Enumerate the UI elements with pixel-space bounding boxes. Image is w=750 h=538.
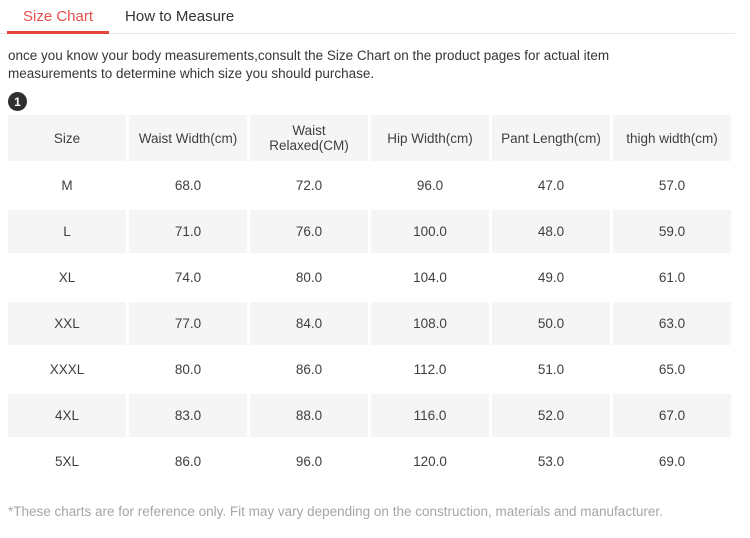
size-cell: XXL [8,302,126,345]
table-row: L 71.0 76.0 100.0 48.0 59.0 [8,210,731,253]
size-cell: M [8,164,126,207]
size-table-header: Size Waist Width(cm) Waist Relaxed(CM) Hip … [8,115,731,161]
value-cell: 49.0 [492,256,610,299]
column-header: Size [8,115,126,161]
size-cell: 5XL [8,440,126,483]
table-row: M 68.0 72.0 96.0 47.0 57.0 [8,164,731,207]
value-cell: 80.0 [250,256,368,299]
size-table-body: M 68.0 72.0 96.0 47.0 57.0 L 71.0 76.0 100.0 48.0 5… [8,164,731,483]
value-cell: 74.0 [129,256,247,299]
value-cell: 77.0 [129,302,247,345]
tab-bar: Size Chart How to Measure [0,0,735,34]
value-cell: 51.0 [492,348,610,391]
size-cell: XL [8,256,126,299]
value-cell: 65.0 [613,348,731,391]
value-cell: 112.0 [371,348,489,391]
size-chart-panel: Size Chart How to Measure once you know … [0,0,735,519]
disclaimer-text: *These charts are for reference only. Fi… [8,504,663,519]
value-cell: 57.0 [613,164,731,207]
value-cell: 72.0 [250,164,368,207]
value-cell: 67.0 [613,394,731,437]
value-cell: 47.0 [492,164,610,207]
column-header: Pant Length(cm) [492,115,610,161]
value-cell: 120.0 [371,440,489,483]
intro-text: once you know your body measurements,con… [8,48,610,81]
value-cell: 69.0 [613,440,731,483]
chart-number-badge: 1 [8,92,27,111]
value-cell: 104.0 [371,256,489,299]
value-cell: 68.0 [129,164,247,207]
value-cell: 71.0 [129,210,247,253]
value-cell: 50.0 [492,302,610,345]
tab-size-chart[interactable]: Size Chart [7,0,110,34]
table-row: 5XL 86.0 96.0 120.0 53.0 69.0 [8,440,731,483]
value-cell: 80.0 [129,348,247,391]
value-cell: 61.0 [613,256,731,299]
value-cell: 63.0 [613,302,731,345]
value-cell: 86.0 [250,348,368,391]
table-row: XXL 77.0 84.0 108.0 50.0 63.0 [8,302,731,345]
size-cell: 4XL [8,394,126,437]
size-cell: L [8,210,126,253]
value-cell: 52.0 [492,394,610,437]
table-row: XL 74.0 80.0 104.0 49.0 61.0 [8,256,731,299]
value-cell: 86.0 [129,440,247,483]
column-header: thigh width(cm) [613,115,731,161]
value-cell: 96.0 [371,164,489,207]
table-row: 4XL 83.0 88.0 116.0 52.0 67.0 [8,394,731,437]
value-cell: 53.0 [492,440,610,483]
tab-how-to-measure[interactable]: How to Measure [125,8,235,25]
column-header: Waist Relaxed(CM) [250,115,368,161]
value-cell: 83.0 [129,394,247,437]
value-cell: 59.0 [613,210,731,253]
size-cell: XXXL [8,348,126,391]
value-cell: 84.0 [250,302,368,345]
header-row: Size Waist Width(cm) Waist Relaxed(CM) Hip … [8,115,731,161]
value-cell: 96.0 [250,440,368,483]
value-cell: 100.0 [371,210,489,253]
column-header: Hip Width(cm) [371,115,489,161]
value-cell: 88.0 [250,394,368,437]
table-row: XXXL 80.0 86.0 112.0 51.0 65.0 [8,348,731,391]
value-cell: 108.0 [371,302,489,345]
size-table: Size Waist Width(cm) Waist Relaxed(CM) Hip … [5,112,734,486]
value-cell: 76.0 [250,210,368,253]
column-header: Waist Width(cm) [129,115,247,161]
value-cell: 116.0 [371,394,489,437]
value-cell: 48.0 [492,210,610,253]
